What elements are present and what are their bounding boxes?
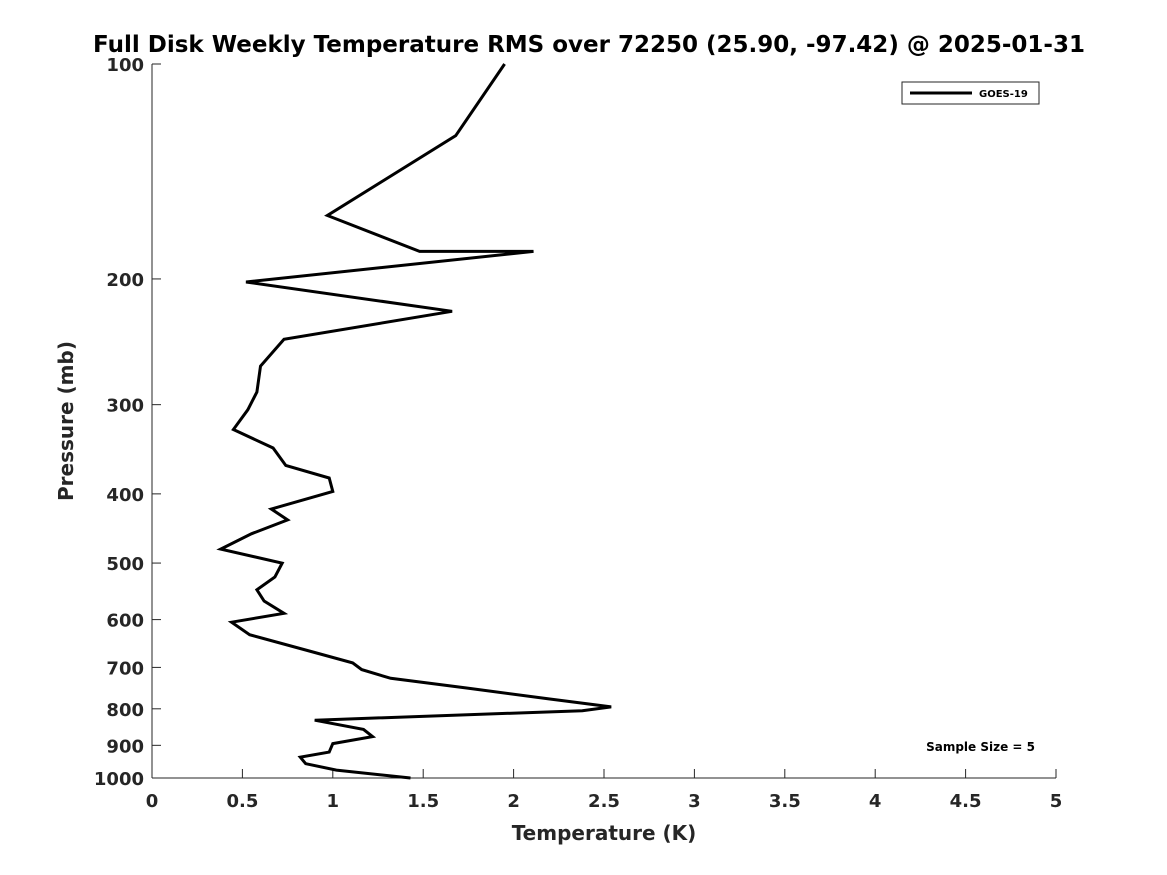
x-tick-label: 5 [1050,791,1063,812]
x-tick-label: 3.5 [769,791,801,812]
y-tick-label: 500 [106,554,144,575]
plot-area: 0 0.5 1 1.5 2 2.5 3 3.5 4 4.5 5 100 200 300 400 500 600 7… [94,55,1062,812]
sample-size-annotation: Sample Size = 5 [926,740,1035,754]
x-tick-label: 1.5 [407,791,439,812]
legend-label: GOES-19 [979,89,1028,100]
y-tick-label: 900 [106,736,144,757]
legend: GOES-19 [901,81,1040,105]
chart-title: Full Disk Weekly Temperature RMS over 72… [93,32,1085,58]
x-tick-label: 0 [146,791,159,812]
y-tick-label: 400 [106,485,144,506]
x-tick-label: 1 [327,791,340,812]
x-tick-label: 2.5 [588,791,620,812]
x-tick-label: 4 [869,791,882,812]
x-tick-label: 3 [688,791,701,812]
y-axis-label: Pressure (mb) [54,341,78,501]
y-tick-label: 700 [106,658,144,679]
x-tick-label: 2 [507,791,520,812]
x-axis-label: Temperature (K) [512,821,697,845]
y-tick-label: 600 [106,611,144,632]
x-tick-label: 0.5 [226,791,258,812]
series-line-goes-19 [216,63,612,780]
y-tick-label: 100 [106,55,144,76]
y-tick-label: 300 [106,396,144,417]
y-tick-label: 200 [106,270,144,291]
y-tick-label: 800 [106,700,144,721]
y-tick-label: 1000 [94,769,144,790]
x-tick-label: 4.5 [950,791,982,812]
